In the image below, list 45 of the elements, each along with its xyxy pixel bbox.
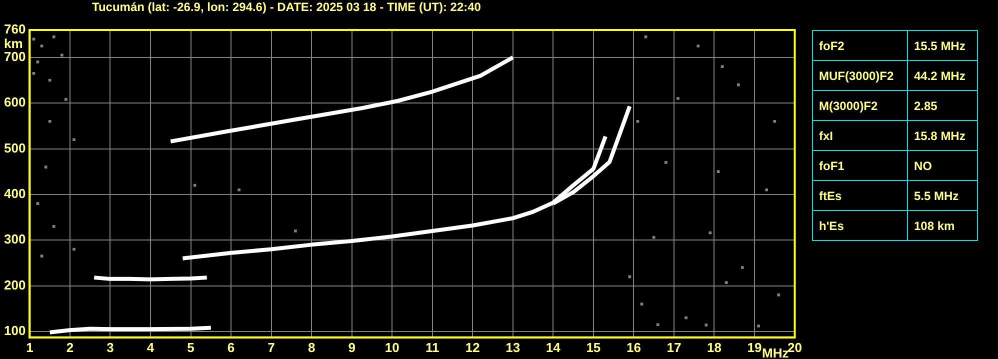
x-tick-label: 9 (348, 340, 356, 355)
y-tick-label: 700 (4, 48, 26, 64)
y-axis-title: km (4, 36, 23, 52)
text: foF2 (812, 30, 908, 60)
x-tick-label: 17 (666, 340, 682, 355)
text: fxI (812, 120, 908, 150)
text: 5.5 MHz (908, 180, 978, 210)
y-tick-label: 200 (4, 277, 26, 292)
y-tick-label: 760 (4, 22, 26, 37)
x-tick-label: 19 (747, 340, 762, 355)
x-tick-label: 7 (268, 340, 275, 355)
text: MUF(3000)F2 (812, 60, 908, 90)
x-tick-label: 10 (384, 340, 400, 355)
x-tick-label: 8 (308, 340, 316, 355)
y-tick-label: 400 (4, 186, 26, 202)
x-tick-label: 16 (626, 340, 641, 355)
text: foF1 (812, 150, 908, 180)
x-tick-label: 4 (146, 340, 155, 355)
text: 2.85 (908, 90, 978, 120)
y-tick-label: 100 (4, 323, 26, 338)
y-tick-label: 500 (4, 140, 26, 156)
text: NO (908, 150, 978, 180)
x-tick-label: 5 (187, 340, 194, 355)
x-tick-label: 2 (66, 340, 74, 355)
text: ftEs (812, 180, 908, 210)
text: 44.2 MHz (908, 60, 978, 90)
text: 15.5 MHz (908, 30, 978, 60)
y-tick-label: 600 (4, 94, 26, 110)
x-tick-label: 18 (707, 340, 722, 355)
x-tick-label: 14 (546, 340, 562, 355)
chart-title: Tucumán (lat: -26.9, lon: 294.6) - DATE: 2025 03 18 - TIME (UT): 22:40 (92, 0, 481, 14)
x-tick-label: 12 (465, 340, 480, 355)
x-axis-title: MHz (762, 345, 790, 359)
text: M(3000)F2 (812, 90, 908, 120)
x-tick-label: 1 (26, 340, 34, 355)
x-tick-label: 11 (425, 340, 440, 355)
text: 15.8 MHz (908, 120, 978, 150)
x-tick-label: 3 (106, 340, 114, 355)
text: h'Es (812, 210, 908, 240)
x-tick-label: 13 (506, 340, 520, 355)
x-tick-label: 6 (227, 340, 235, 355)
x-tick-label: 15 (586, 340, 601, 355)
x-tick-label: 20 (788, 340, 802, 355)
text: 108 km (908, 210, 978, 240)
y-tick-label: 300 (4, 232, 26, 247)
